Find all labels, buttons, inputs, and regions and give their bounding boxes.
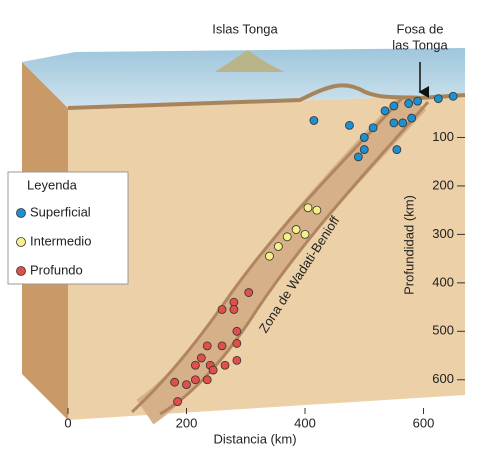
x-tick-label: 200 — [176, 415, 198, 430]
point — [229, 305, 239, 314]
y-tick-label: 300 — [432, 226, 454, 241]
point — [244, 288, 254, 297]
point — [196, 353, 206, 363]
point — [170, 377, 180, 387]
point — [312, 205, 322, 215]
point — [380, 106, 390, 116]
y-tick-label: 400 — [432, 274, 454, 289]
point — [208, 365, 218, 375]
point — [202, 375, 212, 385]
point — [448, 91, 458, 101]
point — [232, 339, 242, 348]
point — [407, 113, 417, 123]
point — [389, 101, 399, 111]
legend-marker — [16, 237, 26, 247]
point — [229, 297, 239, 307]
point — [359, 145, 369, 154]
annotation: las Tonga — [392, 37, 448, 52]
x-axis-title: Distancia (km) — [213, 431, 296, 446]
point — [220, 360, 230, 370]
point — [173, 397, 183, 406]
point — [291, 225, 301, 234]
legend — [7, 171, 129, 285]
point — [433, 94, 443, 104]
y-tick-label: 500 — [432, 323, 454, 338]
legend-marker — [16, 208, 26, 218]
y-tick-label: 600 — [432, 371, 454, 386]
point — [413, 96, 422, 106]
point — [265, 251, 274, 261]
x-tick-label: 600 — [413, 415, 435, 430]
island — [215, 50, 285, 72]
point — [303, 203, 313, 213]
point — [232, 355, 242, 365]
point — [392, 145, 402, 154]
point — [182, 380, 191, 390]
y-tick-label: 100 — [432, 129, 454, 144]
legend-label: Profundo — [30, 262, 83, 277]
point — [190, 375, 200, 385]
legend-title: Leyenda — [27, 177, 78, 192]
point — [232, 326, 242, 336]
point — [398, 118, 408, 128]
x-tick-label: 400 — [294, 415, 316, 430]
point — [359, 133, 369, 142]
point — [404, 99, 414, 108]
x-tick-label: 0 — [64, 415, 71, 430]
crust — [67, 83, 466, 110]
annotation: Fosa de — [397, 21, 444, 36]
point — [389, 118, 399, 128]
point — [190, 360, 200, 370]
point — [202, 341, 212, 351]
point — [353, 152, 363, 162]
point — [273, 242, 283, 251]
point — [345, 120, 354, 130]
y-tick-label: 200 — [432, 177, 454, 192]
sea-surface — [22, 48, 465, 108]
point — [217, 341, 227, 351]
point — [309, 116, 319, 125]
slab-edge — [159, 101, 430, 416]
legend-label: Superficial — [30, 204, 91, 219]
point — [282, 232, 292, 242]
annotation: Islas Tonga — [212, 21, 278, 36]
point — [300, 229, 310, 239]
legend-marker — [16, 266, 26, 276]
point — [217, 305, 227, 314]
y-axis-title: Profundidad (km) — [401, 195, 416, 295]
legend-label: Intermedio — [30, 233, 91, 248]
point — [368, 123, 378, 133]
